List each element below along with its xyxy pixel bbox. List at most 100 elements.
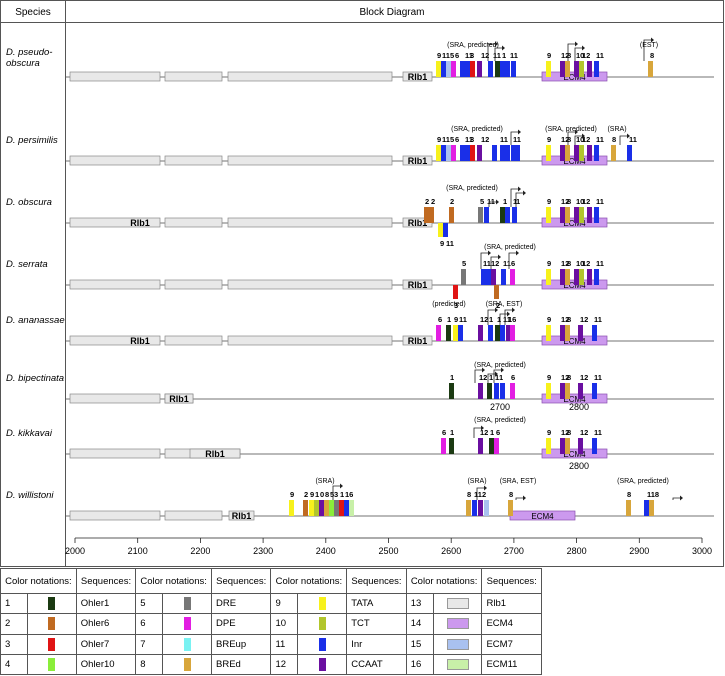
motif-mark [546, 207, 551, 223]
motif-number: 1 [503, 197, 507, 206]
legend-swatch [48, 597, 56, 611]
motif-mark [574, 269, 579, 285]
motif-mark [626, 500, 631, 516]
motif-mark [579, 61, 584, 77]
evidence-annotation: (SRA, predicted) [446, 185, 498, 192]
motif-mark [436, 325, 441, 341]
legend-row: 1 Ohler1 5 DRE 9 TATA 13 Rlb1 [0, 592, 542, 615]
motif-mark [594, 207, 599, 223]
evidence-annotation: (SRA) [607, 126, 626, 133]
motif-mark [478, 383, 483, 399]
grey-block [164, 510, 223, 521]
axis-tick-label: 2000 [65, 546, 85, 556]
motif-number: 8 [627, 490, 631, 499]
motif-number: 1 [516, 197, 520, 206]
evidence-annotation: (SRA, EST) [486, 301, 523, 308]
rlb1-block [402, 71, 433, 82]
motif-number: 16 [345, 490, 353, 499]
grey-block [164, 335, 223, 346]
legend-number: 7 [135, 633, 164, 655]
legend-swatch-cell [297, 653, 348, 676]
motif-number: 8 [612, 135, 616, 144]
motif-number: 3 [470, 135, 474, 144]
motif-mark [560, 207, 565, 223]
motif-number: 8 [467, 490, 471, 499]
motif-mark [477, 61, 482, 77]
legend-swatch-cell [27, 592, 77, 615]
legend-swatch [48, 637, 56, 651]
tss-arrow [480, 252, 488, 269]
position-label: 2800 [569, 461, 589, 471]
motif-mark [560, 383, 565, 399]
motif-mark [506, 325, 511, 341]
rlb1-block [402, 155, 433, 166]
motif-mark [500, 145, 505, 161]
rlb1-block [228, 510, 255, 521]
motif-mark [470, 145, 475, 161]
grey-block [69, 393, 161, 404]
grey-block [227, 155, 393, 166]
motif-mark [560, 145, 565, 161]
legend-row: 4 Ohler10 8 BREd 12 CCAAT 16 ECM11 [0, 653, 542, 676]
motif-mark [484, 207, 489, 223]
axis-tick-label: 2300 [253, 546, 273, 556]
grey-block [69, 335, 161, 346]
legend-swatch-cell [432, 613, 483, 635]
motif-number: 11 [503, 315, 511, 324]
motif-mark [329, 500, 334, 516]
grey-block [69, 71, 161, 82]
ecm4-label: ECM4 [563, 337, 586, 346]
tss-arrow [494, 47, 502, 61]
motif-number: 10 [576, 135, 584, 144]
motif-number: 5 [450, 135, 454, 144]
motif-number: 11 [629, 135, 637, 144]
motif-mark [489, 438, 494, 454]
motif-number: 11 [510, 51, 518, 60]
motif-mark [494, 383, 499, 399]
motif-mark [478, 325, 483, 341]
motif-number: 12 [561, 51, 569, 60]
axis-tick-label: 2700 [504, 546, 524, 556]
motif-number: 9 [437, 135, 441, 144]
legend-swatch-cell [27, 633, 77, 655]
tss-arrow [476, 487, 484, 500]
motif-mark [349, 500, 354, 516]
figure-frame [0, 0, 724, 567]
motif-mark [494, 438, 499, 454]
color-legend: Color notations: Sequences: Color notati… [0, 568, 542, 676]
motif-mark [486, 269, 491, 285]
motif-mark [592, 438, 597, 454]
tss-arrow [490, 256, 498, 269]
legend-swatch-cell [162, 613, 212, 635]
rlb1-block [164, 393, 194, 404]
motif-mark [579, 145, 584, 161]
tss-arrow [567, 43, 575, 61]
legend-swatch-cell [297, 613, 348, 635]
motif-number: 1 [489, 373, 493, 382]
legend-sequence-name: BREup [210, 633, 272, 655]
motif-mark [495, 325, 500, 341]
motif-number: 2 [304, 490, 308, 499]
motif-number: 11 [596, 259, 604, 268]
motif-mark [453, 325, 458, 341]
grey-block [227, 279, 393, 290]
motif-mark [500, 207, 505, 223]
motif-number: 1 [495, 373, 499, 382]
motif-number: 11 [487, 197, 495, 206]
motif-mark [565, 145, 570, 161]
motif-mark [458, 325, 463, 341]
legend-swatch [183, 637, 191, 651]
motif-number: 9 [547, 51, 551, 60]
motif-mark [438, 223, 443, 237]
motif-number: 6 [511, 373, 515, 382]
grey-block [164, 279, 223, 290]
tss-arrow [473, 427, 481, 438]
motif-mark [512, 207, 517, 223]
motif-mark [303, 500, 308, 516]
legend-number: 2 [0, 613, 28, 635]
motif-number: 1 [490, 428, 494, 437]
evidence-annotation: (predicted) [432, 301, 465, 308]
motif-mark [451, 61, 456, 77]
motif-number: 9 [547, 259, 551, 268]
